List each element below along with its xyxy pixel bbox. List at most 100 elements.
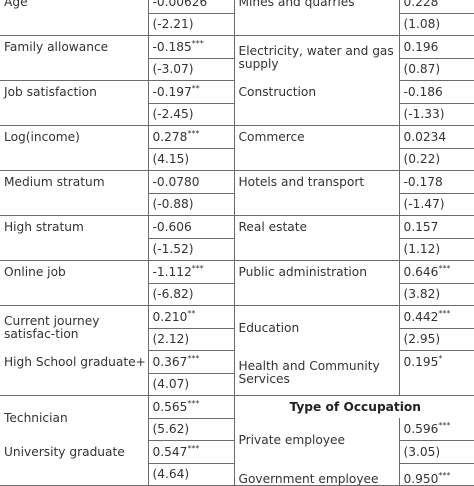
t-statistic: (-0.88) bbox=[147, 193, 234, 216]
significance-stars: *** bbox=[187, 128, 200, 138]
t-statistic: (-1.33) bbox=[398, 103, 474, 126]
coefficient-value: 0.0234 bbox=[398, 125, 474, 149]
variable-label: Job satisfaction bbox=[4, 84, 97, 99]
variable-label: Hotels and transport bbox=[233, 170, 399, 193]
significance-stars: *** bbox=[187, 443, 200, 453]
variable-label: Education bbox=[233, 305, 399, 351]
table-row: (4.07) bbox=[0, 373, 474, 396]
table-row: Current journey satisfac-tion 0.210** Ed… bbox=[0, 305, 474, 351]
significance-stars: ** bbox=[191, 83, 200, 93]
significance-stars: *** bbox=[438, 420, 451, 430]
section-heading: Type of Occupation bbox=[233, 395, 474, 418]
coefficient-value: 0.210** bbox=[147, 305, 234, 329]
t-statistic: (0.22) bbox=[398, 148, 474, 171]
variable-label: Health and Community Services bbox=[233, 350, 399, 396]
variable-label: Family allowance bbox=[4, 39, 109, 54]
coefficient-value: -0.606 bbox=[147, 215, 234, 239]
t-statistic: (3.05) bbox=[398, 440, 474, 464]
t-statistic: (4.07) bbox=[147, 373, 234, 396]
variable-label: Government employee bbox=[233, 463, 399, 486]
coefficient-value: 0.278*** bbox=[147, 125, 234, 149]
table-row: Job satisfaction -0.197** Construction -… bbox=[0, 80, 474, 104]
coefficient-value: 0.596*** bbox=[398, 418, 474, 441]
significance-stars: *** bbox=[438, 470, 451, 480]
table-row: (5.62) Private employee 0.596*** bbox=[0, 418, 474, 463]
variable-label: High School graduate+ bbox=[4, 354, 146, 369]
variable-label: Construction bbox=[233, 80, 399, 103]
table-row: Online job -1.112*** Public administrati… bbox=[0, 260, 474, 284]
t-statistic: (3.82) bbox=[398, 283, 474, 306]
coefficient-value: 0.950*** bbox=[398, 463, 474, 486]
significance-stars: *** bbox=[187, 353, 200, 363]
t-statistic: (-2.45) bbox=[147, 103, 234, 126]
t-statistic: (-6.82) bbox=[147, 283, 234, 306]
variable-label: Public administration bbox=[233, 260, 399, 283]
coefficient-value: -0.00626 bbox=[147, 0, 234, 14]
table-row: Family allowance -0.185*** Electricity, … bbox=[0, 35, 474, 81]
variable-label: Age bbox=[4, 0, 28, 9]
table-row: (4.15) (0.22) bbox=[0, 148, 474, 171]
coefficient-value: 0.367*** bbox=[147, 350, 234, 374]
table-row: (-0.88) (-1.47) bbox=[0, 193, 474, 216]
variable-label: Real estate bbox=[233, 215, 399, 238]
significance-stars: * bbox=[438, 353, 443, 363]
t-statistic: (1.08) bbox=[398, 13, 474, 36]
table-row: Technician 0.565*** Type of Occupation bbox=[0, 395, 474, 424]
coefficient-value: 0.196 bbox=[398, 35, 474, 59]
significance-stars: ** bbox=[187, 308, 196, 318]
table-row: High stratum -0.606 Real estate 0.157 bbox=[0, 215, 474, 239]
t-statistic: (-1.47) bbox=[398, 193, 474, 216]
significance-stars: *** bbox=[438, 308, 451, 318]
table-row: University graduate 0.547*** (3.05) bbox=[0, 440, 474, 464]
coefficient-value: 0.195* bbox=[398, 350, 474, 373]
table-row: (-3.07) (0.87) bbox=[0, 58, 474, 81]
variable-label: Log(income) bbox=[4, 129, 80, 144]
table-row: (-2.45) (-1.33) bbox=[0, 103, 474, 126]
coefficient-value: -1.112*** bbox=[147, 260, 234, 284]
coefficient-value: 0.547*** bbox=[147, 440, 234, 464]
table-row: (-6.82) (3.82) bbox=[0, 283, 474, 306]
coefficient-value: -0.197** bbox=[147, 80, 234, 104]
variable-label: Medium stratum bbox=[4, 174, 105, 189]
significance-stars: *** bbox=[438, 263, 451, 273]
variable-label: Online job bbox=[4, 264, 66, 279]
coefficient-value: -0.185*** bbox=[147, 35, 234, 59]
coefficient-value: 0.565*** bbox=[147, 395, 234, 419]
table-row: (-1.52) (1.12) bbox=[0, 238, 474, 261]
significance-stars: *** bbox=[191, 38, 204, 48]
t-statistic: (-3.07) bbox=[147, 58, 234, 81]
variable-label: Private employee bbox=[233, 418, 399, 463]
table-row: Log(income) 0.278*** Commerce 0.0234 bbox=[0, 125, 474, 149]
table-row: (4.64) Government employee 0.950*** bbox=[0, 463, 474, 486]
coefficient-value: 0.228 bbox=[398, 0, 474, 14]
coefficient-value: -0.0780 bbox=[147, 170, 234, 194]
variable-label: Current journey satisfac-tion bbox=[4, 314, 100, 342]
coefficient-value: 0.157 bbox=[398, 215, 474, 239]
significance-stars: *** bbox=[191, 263, 204, 273]
t-statistic: (2.12) bbox=[147, 328, 234, 351]
table-row: (-2.21) (1.08) bbox=[0, 13, 474, 36]
variable-label: Technician bbox=[4, 411, 68, 425]
variable-label: Commerce bbox=[233, 125, 399, 148]
table-row: Age -0.00626 Mines and quarries 0.228 bbox=[0, 0, 474, 14]
t-statistic: (2.95) bbox=[398, 328, 474, 351]
coefficient-value: 0.442*** bbox=[398, 305, 474, 329]
coefficient-value: -0.178 bbox=[398, 170, 474, 194]
coefficient-value: 0.646*** bbox=[398, 260, 474, 284]
variable-label: University graduate bbox=[4, 444, 125, 459]
table-row: High School graduate+ 0.367*** Health an… bbox=[0, 350, 474, 396]
t-statistic: (-1.52) bbox=[147, 238, 234, 261]
table-row: Medium stratum -0.0780 Hotels and transp… bbox=[0, 170, 474, 194]
t-statistic: (4.15) bbox=[147, 148, 234, 171]
variable-label: Electricity, water and gas supply bbox=[233, 35, 399, 81]
variable-label: High stratum bbox=[4, 219, 84, 234]
t-statistic: (1.12) bbox=[398, 238, 474, 261]
t-statistic: (5.62) bbox=[147, 418, 234, 441]
t-statistic: (0.87) bbox=[398, 58, 474, 81]
table-row: (2.12) (2.95) bbox=[0, 328, 474, 351]
t-statistic: (-2.21) bbox=[147, 13, 234, 36]
significance-stars: *** bbox=[187, 398, 200, 408]
variable-label: Mines and quarries bbox=[233, 0, 399, 13]
